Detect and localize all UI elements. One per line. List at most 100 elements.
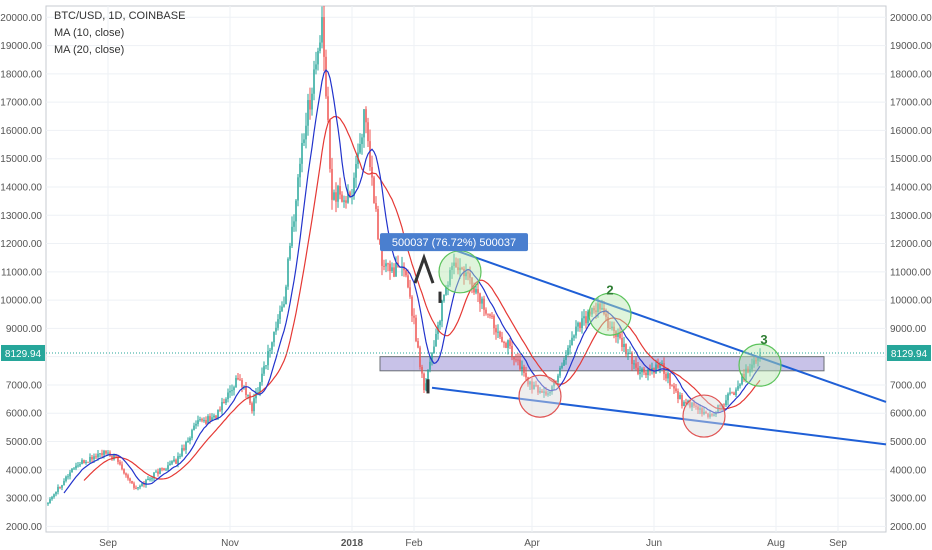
y-tick-label-right: 13000.00	[890, 211, 932, 222]
candle-body	[121, 464, 123, 470]
red-circle-marker	[682, 394, 726, 438]
candle-body	[543, 391, 545, 393]
candle-body	[393, 267, 395, 277]
y-tick-label-left: 7000.00	[6, 380, 43, 391]
candle-body	[481, 298, 483, 304]
candle-body	[705, 411, 707, 414]
candle-body	[315, 64, 317, 70]
candle-body	[189, 438, 191, 441]
candle-body	[513, 357, 515, 360]
candle-body	[383, 265, 385, 267]
candle-body	[541, 390, 543, 393]
candle-body	[457, 267, 459, 271]
candle-body	[475, 289, 477, 293]
candle-body	[211, 417, 213, 421]
candle-body	[343, 200, 345, 202]
candle-body	[683, 402, 685, 406]
last-price-tag-left	[1, 344, 45, 361]
candle-body	[165, 469, 167, 471]
candle-body	[129, 478, 131, 481]
candle-body	[251, 403, 253, 412]
candle-body	[203, 420, 205, 422]
candle-body	[459, 267, 461, 271]
candle-body	[319, 42, 321, 52]
candle-body	[407, 275, 409, 288]
candle-body	[137, 487, 139, 489]
candle-body	[667, 373, 669, 379]
candle-body	[303, 139, 305, 143]
candle-body	[261, 373, 263, 383]
candle-body	[521, 366, 523, 370]
candle-body	[249, 394, 251, 404]
legend-ma10: MA (10, close)	[54, 27, 125, 39]
candle-body	[555, 381, 557, 383]
candle-body	[213, 415, 215, 418]
candle-body	[563, 360, 565, 366]
candle-body	[355, 164, 357, 178]
last-price-tag-right	[887, 344, 931, 361]
candle-body	[85, 461, 87, 463]
candle-body	[279, 310, 281, 320]
candle-body	[281, 306, 283, 311]
candle-body	[75, 465, 77, 469]
candle-body	[119, 461, 121, 465]
candle-body	[411, 296, 413, 316]
candle-body	[181, 448, 183, 457]
candle-body	[231, 390, 233, 392]
candle-body	[375, 203, 377, 210]
y-tick-label-left: 14000.00	[0, 182, 42, 193]
candle-body	[681, 395, 683, 406]
candle-body	[341, 194, 343, 202]
candle-body	[197, 420, 199, 424]
y-tick-label-left: 15000.00	[0, 154, 42, 165]
candle-body	[389, 263, 391, 272]
candle-body	[617, 333, 619, 337]
x-tick-label: Aug	[767, 538, 785, 549]
candle-body	[503, 341, 505, 344]
candle-body	[93, 456, 95, 460]
candle-body	[205, 420, 207, 424]
candle-body	[657, 364, 659, 368]
candle-body	[317, 51, 319, 65]
candle-body	[61, 485, 63, 488]
candle-body	[591, 308, 593, 315]
candle-body	[221, 402, 223, 411]
y-tick-label-left: 20000.00	[0, 13, 42, 24]
candle-body	[537, 385, 539, 393]
y-tick-label-right: 9000.00	[890, 324, 927, 335]
candle-body	[295, 200, 297, 222]
candle-body	[127, 475, 129, 479]
candle-body	[655, 364, 657, 374]
candle-body	[729, 392, 731, 394]
candle-body	[659, 364, 661, 368]
candle-body	[275, 327, 277, 332]
candle-body	[703, 411, 705, 414]
y-tick-label-right: 17000.00	[890, 98, 932, 109]
candle-body	[255, 393, 257, 399]
y-tick-label-right: 20000.00	[890, 13, 932, 24]
legend: BTC/USD, 1D, COINBASE MA (10, close) MA …	[54, 8, 185, 59]
candle-body	[561, 365, 563, 368]
candle-body	[177, 456, 179, 464]
candle-body	[169, 463, 171, 466]
pattern-label-2: 2	[606, 282, 613, 297]
candle-body	[185, 442, 187, 450]
candle-body	[307, 100, 309, 126]
candle-body	[179, 456, 181, 458]
candle-body	[529, 381, 531, 385]
candle-body	[743, 373, 745, 380]
candle-body	[467, 272, 469, 274]
candle-body	[237, 378, 239, 380]
candle-body	[139, 485, 141, 488]
candle-body	[661, 363, 663, 365]
x-tick-label: Jun	[646, 538, 662, 549]
candle-body	[545, 391, 547, 395]
candle-body	[103, 450, 105, 455]
candle-body	[629, 353, 631, 355]
candle-body	[679, 395, 681, 399]
candle-body	[489, 314, 491, 316]
candle-body	[735, 389, 737, 395]
candle-body	[219, 409, 221, 411]
candle-body	[569, 345, 571, 348]
